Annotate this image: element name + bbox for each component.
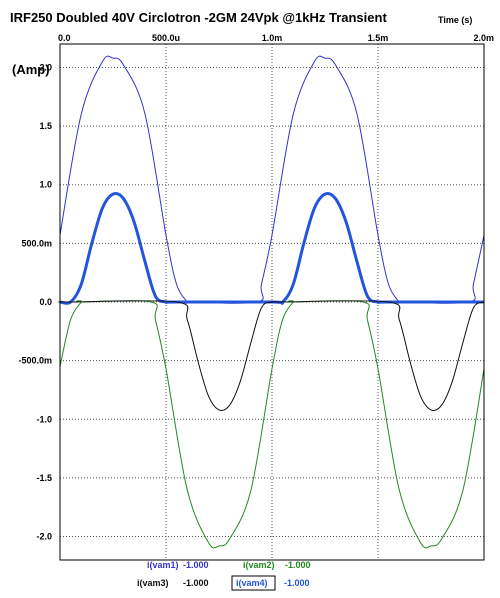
legend-scale-vam3: -1.000 (183, 578, 209, 588)
legend-scale-vam1: -1.000 (183, 560, 209, 570)
legend-name-vam3: i(vam3) (137, 578, 169, 588)
legend-selected-box (231, 575, 276, 591)
plot-area (58, 55, 485, 549)
x-tick-labels: 0.0 500.0u 1.0m 1.5m 2.0m (58, 33, 494, 43)
y-tick-label: 2.0 (39, 62, 52, 72)
series-line-i-vam2 (59, 300, 485, 549)
legend-name-vam2: i(vam2) (243, 560, 275, 570)
legend-name-vam4: i(vam4) (236, 578, 268, 588)
x-tick-label: 1.0m (262, 33, 283, 43)
y-tick-label: -2.0 (36, 532, 52, 542)
x-tick-label: 0.0 (58, 33, 71, 43)
legend-name-vam1: i(vam1) (147, 560, 179, 570)
y-tick-label: 1.0 (39, 180, 52, 190)
legend-scale-vam2: -1.000 (285, 560, 311, 570)
y-tick-label: 1.5 (39, 121, 52, 131)
y-tick-label: -1.0 (36, 414, 52, 424)
x-axis-title: Time (s) (438, 15, 472, 25)
y-tick-label: -500.0m (18, 356, 52, 366)
plot-frame (59, 43, 485, 561)
y-tick-label: 0.0 (39, 297, 52, 307)
y-tick-label: -1.5 (36, 473, 52, 483)
legend-scale-vam4: -1.000 (284, 578, 310, 588)
chart-title: IRF250 Doubled 40V Circlotron -2GM 24Vpk… (10, 10, 387, 25)
x-tick-label: 500.0u (152, 33, 180, 43)
y-tick-label: 500.0m (21, 238, 52, 248)
x-tick-label: 2.0m (473, 33, 494, 43)
legend: i(vam1) -1.000 i(vam2) -1.000 i(vam3) -1… (137, 560, 311, 591)
y-axis-unit: (Amp) (12, 62, 50, 77)
x-tick-label: 1.5m (368, 33, 389, 43)
series-line-i-vam3 (58, 300, 485, 411)
y-tick-labels: 2.0 1.5 1.0 500.0m 0.0 -500.0m -1.0 -1.5 -2.0 (18, 62, 52, 541)
